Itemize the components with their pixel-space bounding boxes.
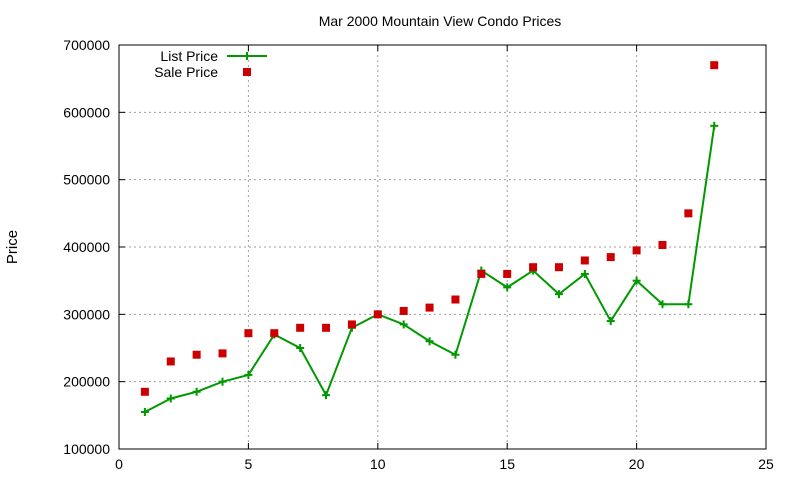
data-point-sale-price bbox=[581, 256, 589, 264]
legend-label-sale-price: Sale Price bbox=[154, 64, 218, 80]
data-point-list-price bbox=[451, 351, 459, 359]
data-point-sale-price bbox=[426, 304, 434, 312]
data-point-list-price bbox=[193, 388, 201, 396]
data-point-sale-price bbox=[607, 253, 615, 261]
data-point-sale-price bbox=[167, 357, 175, 365]
data-point-list-price bbox=[684, 300, 692, 308]
data-point-sale-price bbox=[296, 324, 304, 332]
data-point-list-price bbox=[167, 395, 175, 403]
data-point-sale-price bbox=[633, 246, 641, 254]
x-tick-label: 25 bbox=[758, 456, 774, 472]
legend: List Price Sale Price bbox=[154, 48, 267, 80]
data-point-sale-price bbox=[477, 270, 485, 278]
data-point-sale-price bbox=[219, 349, 227, 357]
data-point-sale-price bbox=[529, 263, 537, 271]
data-point-sale-price bbox=[193, 351, 201, 359]
chart-title: Mar 2000 Mountain View Condo Prices bbox=[319, 13, 562, 29]
y-tick-label: 500000 bbox=[63, 172, 110, 188]
legend-swatch-list-price bbox=[227, 52, 267, 60]
series-list-price bbox=[141, 122, 718, 416]
data-point-sale-price bbox=[658, 241, 666, 249]
y-tick-label: 600000 bbox=[63, 104, 110, 120]
y-tick-label: 300000 bbox=[63, 306, 110, 322]
data-point-list-price bbox=[141, 408, 149, 416]
data-point-sale-price bbox=[503, 270, 511, 278]
y-tick-label: 700000 bbox=[63, 37, 110, 53]
x-tick-label: 20 bbox=[629, 456, 645, 472]
data-point-sale-price bbox=[270, 329, 278, 337]
data-point-list-price bbox=[296, 344, 304, 352]
data-point-list-price bbox=[710, 122, 718, 130]
data-point-sale-price bbox=[244, 329, 252, 337]
x-tick-label: 5 bbox=[245, 456, 253, 472]
data-point-list-price bbox=[322, 391, 330, 399]
axis-ticks: 0 5 10 15 20 25 100000 200000 300000 400000 500000… bbox=[63, 37, 774, 472]
x-tick-label: 10 bbox=[370, 456, 386, 472]
data-point-sale-price bbox=[141, 388, 149, 396]
legend-marker-list-price bbox=[243, 52, 251, 60]
data-point-sale-price bbox=[710, 61, 718, 69]
series-line-list-price bbox=[145, 126, 714, 412]
data-point-sale-price bbox=[400, 307, 408, 315]
grid bbox=[119, 45, 766, 449]
y-axis-label: Price bbox=[4, 230, 21, 264]
series bbox=[141, 61, 718, 416]
y-tick-label: 400000 bbox=[63, 239, 110, 255]
data-point-sale-price bbox=[684, 209, 692, 217]
data-point-list-price bbox=[219, 378, 227, 386]
y-tick-label: 100000 bbox=[63, 441, 110, 457]
plot-frame bbox=[119, 45, 766, 449]
legend-marker-sale-price bbox=[243, 68, 251, 76]
data-point-sale-price bbox=[322, 324, 330, 332]
data-point-sale-price bbox=[348, 320, 356, 328]
legend-swatch-sale-price bbox=[243, 68, 251, 76]
x-tick-label: 15 bbox=[499, 456, 515, 472]
data-point-sale-price bbox=[374, 310, 382, 318]
series-sale-price bbox=[141, 61, 718, 396]
x-tick-label: 0 bbox=[115, 456, 123, 472]
legend-label-list-price: List Price bbox=[160, 48, 218, 64]
data-point-sale-price bbox=[555, 263, 563, 271]
data-point-sale-price bbox=[451, 296, 459, 304]
y-tick-label: 200000 bbox=[63, 374, 110, 390]
